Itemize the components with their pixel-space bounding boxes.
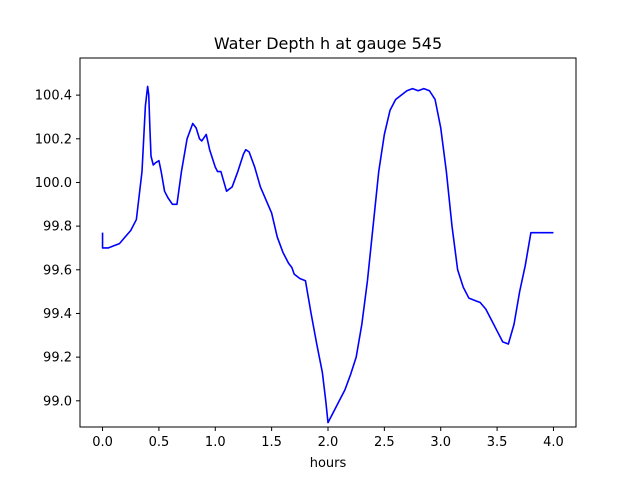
x-tick-label: 3.0 [430,435,451,450]
x-tick-label: 0.0 [92,435,113,450]
y-tick-label: 99.4 [43,307,72,322]
x-tick-label: 4.0 [543,435,564,450]
y-tick-label: 99.2 [43,351,72,366]
y-tick-label: 100.4 [35,89,72,104]
y-tick-label: 99.6 [43,263,72,278]
series-line-0 [101,85,554,424]
y-tick-label: 99.0 [43,394,72,409]
x-tick-label: 2.0 [318,435,339,450]
x-tick-label: 1.5 [261,435,282,450]
plot-area [101,85,554,424]
x-axis: 0.0 0.5 1.0 1.5 2.0 2.5 3.0 3.5 4.0 [92,427,564,450]
y-tick-label: 100.0 [35,176,72,191]
x-tick-label: 3.5 [487,435,508,450]
y-tick-label: 99.8 [43,220,72,235]
y-axis: 99.0 99.2 99.4 99.6 99.8 100.0 100.2 100.4 [35,89,80,409]
chart-title: Water Depth h at gauge 545 [214,34,442,53]
y-tick-label: 100.2 [35,132,72,147]
x-tick-label: 0.5 [149,435,170,450]
x-axis-label: hours [310,456,347,471]
x-tick-label: 2.5 [374,435,395,450]
x-tick-label: 1.0 [205,435,226,450]
